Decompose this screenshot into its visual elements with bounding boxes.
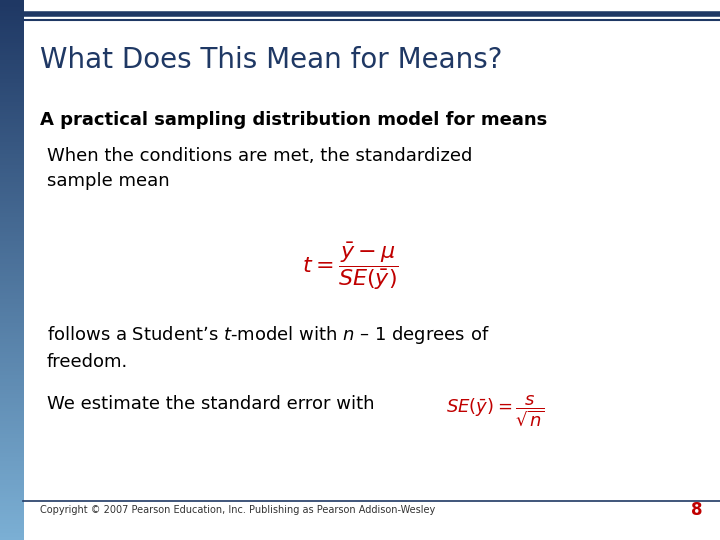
Text: What Does This Mean for Means?: What Does This Mean for Means? <box>40 46 502 74</box>
Text: $SE(\bar{y})=\dfrac{s}{\sqrt{n}}$: $SE(\bar{y})=\dfrac{s}{\sqrt{n}}$ <box>446 393 545 428</box>
Text: Copyright © 2007 Pearson Education, Inc. Publishing as Pearson Addison-Wesley: Copyright © 2007 Pearson Education, Inc.… <box>40 505 435 515</box>
Text: When the conditions are met, the standardized
sample mean: When the conditions are met, the standar… <box>47 147 472 190</box>
Text: We estimate the standard error with: We estimate the standard error with <box>47 395 374 413</box>
Text: A practical sampling distribution model for means: A practical sampling distribution model … <box>40 111 547 129</box>
Text: follows a Student’s $t$-model with $n$ – 1 degrees of
freedom.: follows a Student’s $t$-model with $n$ –… <box>47 324 490 371</box>
Text: 8: 8 <box>690 501 702 519</box>
Text: $t = \dfrac{\bar{y} - \mu}{SE(\bar{y})}$: $t = \dfrac{\bar{y} - \mu}{SE(\bar{y})}$ <box>302 240 399 292</box>
